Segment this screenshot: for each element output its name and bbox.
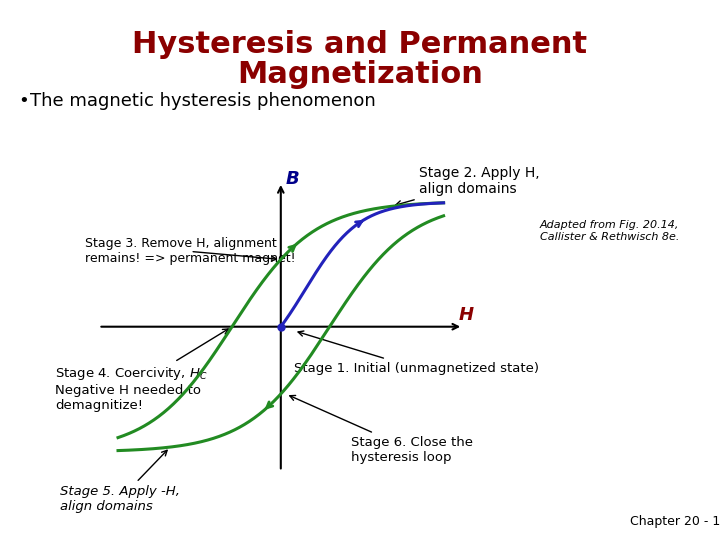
Text: Stage 2. Apply H,
align domains: Stage 2. Apply H, align domains: [396, 166, 540, 206]
Text: Stage 4. Coercivity, $H_C$
Negative H needed to
demagnitize!: Stage 4. Coercivity, $H_C$ Negative H ne…: [55, 329, 228, 411]
Text: Chapter 20 - 14: Chapter 20 - 14: [630, 515, 720, 528]
Text: B: B: [285, 171, 299, 188]
Text: Stage 6. Close the
hysteresis loop: Stage 6. Close the hysteresis loop: [289, 395, 473, 464]
Text: Hysteresis and Permanent: Hysteresis and Permanent: [132, 30, 588, 59]
Text: H: H: [459, 306, 474, 324]
Text: Stage 1. Initial (unmagnetized state): Stage 1. Initial (unmagnetized state): [294, 331, 539, 375]
Text: Stage 5. Apply -H,
align domains: Stage 5. Apply -H, align domains: [60, 450, 180, 513]
Text: Magnetization: Magnetization: [237, 60, 483, 89]
Text: Adapted from Fig. 20.14,
Callister & Rethwisch 8e.: Adapted from Fig. 20.14, Callister & Ret…: [540, 220, 680, 241]
Text: The magnetic hysteresis phenomenon: The magnetic hysteresis phenomenon: [30, 92, 376, 110]
Text: Stage 3. Remove H, alignment
remains! => permanent magnet!: Stage 3. Remove H, alignment remains! =>…: [85, 238, 296, 266]
Text: •: •: [18, 92, 29, 110]
